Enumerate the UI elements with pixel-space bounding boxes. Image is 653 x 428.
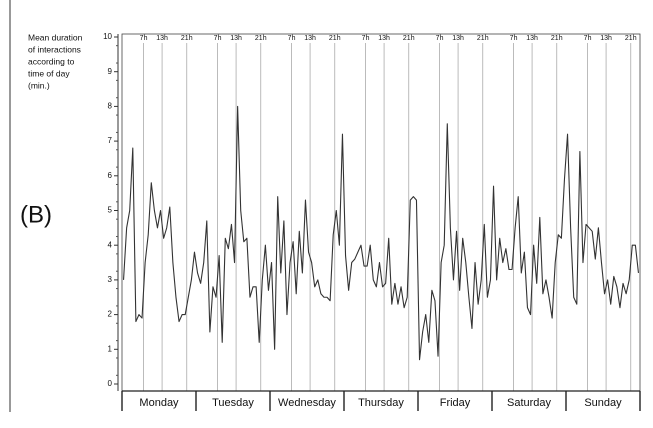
y-axis-label: Mean duration [28,32,83,42]
data-line [122,105,640,361]
y-axis-label: according to [28,56,75,66]
hour-label: 21h [551,35,563,42]
x-tick-label: Monday [139,397,179,409]
hour-label: 13h [600,35,612,42]
hour-label: 21h [477,35,489,42]
y-tick-label: 4 [108,240,113,249]
y-tick-label: 7 [108,136,113,145]
x-tick-label: Friday [440,397,471,409]
y-tick-label: 5 [108,206,113,215]
y-axis-label: of interactions [28,44,81,54]
y-tick-label: 10 [103,32,112,41]
hour-label: 13h [452,35,464,42]
x-tick-label: Tuesday [212,397,254,409]
hour-label: 7h [436,35,444,42]
y-tick-label: 0 [108,379,113,388]
y-tick-label: 8 [108,102,113,111]
y-tick-label: 2 [108,310,113,319]
hour-label: 21h [329,35,341,42]
hour-label: 7h [362,35,370,42]
y-tick-label: 6 [108,171,113,180]
hour-label: 7h [140,35,148,42]
hour-label: 7h [584,35,592,42]
hour-label: 7h [288,35,296,42]
hour-label: 21h [181,35,193,42]
y-axis-label: (min.) [28,80,50,90]
hour-label: 21h [255,35,267,42]
hour-label: 13h [378,35,390,42]
x-tick-label: Wednesday [278,397,336,409]
x-tick-label: Sunday [584,397,622,409]
hour-label: 13h [304,35,316,42]
x-tick-label: Saturday [507,397,552,409]
y-tick-label: 9 [108,67,113,76]
hour-label: 13h [156,35,168,42]
y-tick-label: 3 [108,275,113,284]
y-axis-label: time of day [28,68,70,78]
y-tick-label: 1 [108,344,113,353]
hour-label: 7h [214,35,222,42]
hour-label: 21h [403,35,415,42]
hour-label: 21h [625,35,637,42]
hour-label: 13h [230,35,242,42]
x-tick-label: Thursday [358,397,404,409]
hour-label: 13h [526,35,538,42]
panel-label: (B) [20,201,52,228]
hour-label: 7h [510,35,518,42]
